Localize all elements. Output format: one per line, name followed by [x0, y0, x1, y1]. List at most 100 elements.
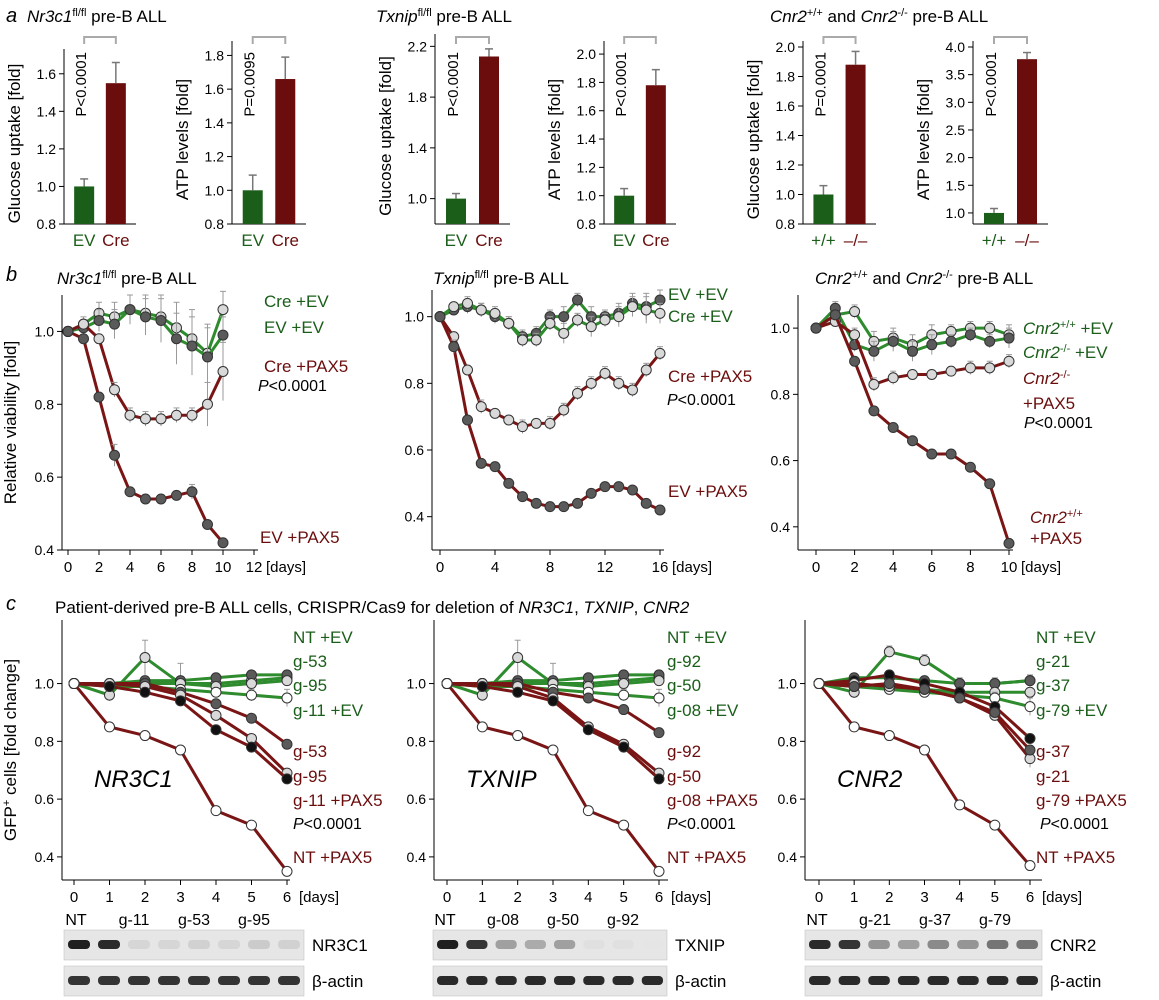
category-label: –/–: [1015, 231, 1039, 250]
data-point: [517, 421, 528, 433]
data-point: [175, 695, 186, 707]
series-label-gene: Cnr2: [1023, 369, 1060, 388]
data-point: [572, 294, 583, 306]
y-tick-label: 1.0: [577, 188, 597, 204]
y-tick-label: 0.4: [778, 849, 798, 865]
data-point: [945, 365, 957, 377]
data-point: [246, 712, 257, 724]
data-point: [1003, 332, 1015, 344]
p-value-letter: P: [1024, 415, 1035, 432]
data-point: [618, 689, 630, 701]
data-point: [93, 391, 105, 403]
data-point: [476, 680, 488, 692]
data-point: [171, 333, 182, 345]
x-tick-label: 10: [1001, 559, 1018, 576]
data-point: [140, 493, 151, 505]
data-point: [1024, 701, 1036, 713]
data-point: [653, 675, 665, 687]
blot-band: [1016, 976, 1038, 985]
band-label: β-actin: [675, 972, 726, 991]
data-point: [104, 721, 115, 733]
title-rest: pre-B ALL: [432, 7, 512, 26]
data-point: [93, 315, 105, 326]
lane-label: g-79: [979, 912, 1011, 929]
x-tick-label: 2: [513, 889, 521, 906]
y-axis-label: ATP levels [fold]: [545, 79, 564, 200]
p-value: P<0.0001: [667, 392, 736, 409]
chart-title: Cnr2+/+ and Cnr2-/- pre-B ALL: [770, 7, 988, 26]
panel-label: c: [6, 593, 16, 615]
x-tick-label: 1: [850, 889, 858, 906]
x-axis-unit: [days]: [1042, 889, 1082, 906]
x-tick-label: 6: [655, 889, 663, 906]
p-value: P<0.0001: [613, 52, 630, 117]
title-sup: fl/fl: [102, 269, 116, 281]
y-tick-label: 2.0: [946, 150, 966, 166]
y-axis-label: Glucose uptake [fold]: [376, 56, 395, 216]
chart-title: Nr3c1fl/fl pre-B ALL: [57, 269, 197, 288]
data-point: [78, 333, 89, 345]
band-label: TXNIP: [675, 936, 725, 955]
data-point: [1024, 860, 1036, 872]
data-point: [93, 333, 105, 345]
blot-band: [897, 976, 920, 985]
data-point: [210, 709, 222, 721]
data-point: [210, 686, 222, 698]
y-tick-label: 1.8: [205, 47, 225, 63]
bar-chart-a1: 0.8 1.0 1.2 1.4 1.6 EV Cre P<0.0001 Glucose upta…: [5, 36, 136, 250]
data-point: [217, 366, 229, 377]
p-value-letter: P: [667, 392, 678, 409]
data-point: [582, 692, 594, 704]
x-tick-label: 0: [443, 889, 451, 906]
data-point: [653, 727, 665, 739]
p-value: P<0.0001: [73, 52, 90, 117]
series-label-sup: -/-: [1060, 343, 1071, 355]
y-tick-label: 0.6: [35, 469, 55, 485]
title-rest: pre-B ALL: [489, 269, 569, 288]
y-tick-label: 1.6: [205, 81, 225, 97]
data-point: [883, 646, 895, 658]
y-tick-label: 1.4: [577, 131, 597, 147]
x-tick-label: 2: [885, 889, 893, 906]
series-label: g-79 +EV: [1036, 701, 1108, 720]
blot-band: [437, 940, 459, 949]
category-label: Cre: [272, 231, 299, 250]
y-tick-label: 1.6: [37, 66, 57, 82]
data-point: [1024, 732, 1036, 744]
y-tick-label: 0.6: [405, 442, 425, 458]
y-tick-label: 0.8: [407, 733, 427, 749]
y-axis-label: ATP levels [fold]: [914, 79, 933, 200]
data-point: [1003, 355, 1015, 367]
data-point: [246, 819, 257, 831]
y-tick-label: 1.0: [771, 320, 791, 336]
blot-band: [188, 940, 210, 949]
blot-band: [957, 940, 979, 949]
data-point: [281, 675, 293, 687]
y-tick-label: 3.0: [946, 94, 966, 110]
y-tick-label: 1.4: [776, 128, 796, 144]
data-point: [78, 318, 89, 330]
blot-band: [495, 940, 517, 949]
data-point: [572, 497, 583, 509]
data-point: [503, 414, 515, 426]
data-point: [512, 652, 524, 664]
y-tick-label: 0.8: [37, 216, 57, 232]
blot-band: [1016, 940, 1038, 949]
data-point: [1024, 744, 1036, 756]
blot-band: [897, 940, 920, 949]
category-label: +/+: [982, 231, 1007, 250]
data-point: [462, 414, 473, 426]
y-axis-label-sup: +: [1, 800, 13, 806]
x-tick-label: 3: [920, 889, 928, 906]
data-point: [217, 537, 229, 549]
category-label: Cre: [102, 231, 129, 250]
data-point: [547, 695, 559, 707]
series-label: g-79 +PAX5: [1036, 791, 1127, 810]
x-tick-label: 1: [105, 889, 113, 906]
y-axis-label: GFP+ cells [fold change]: [1, 659, 20, 841]
title-sup: -/-: [942, 269, 953, 281]
y-tick-label: 1.0: [37, 178, 57, 194]
y-tick-label: 1.6: [776, 98, 796, 114]
bar: [845, 64, 866, 224]
series-label-sup: +/+: [1067, 508, 1083, 520]
